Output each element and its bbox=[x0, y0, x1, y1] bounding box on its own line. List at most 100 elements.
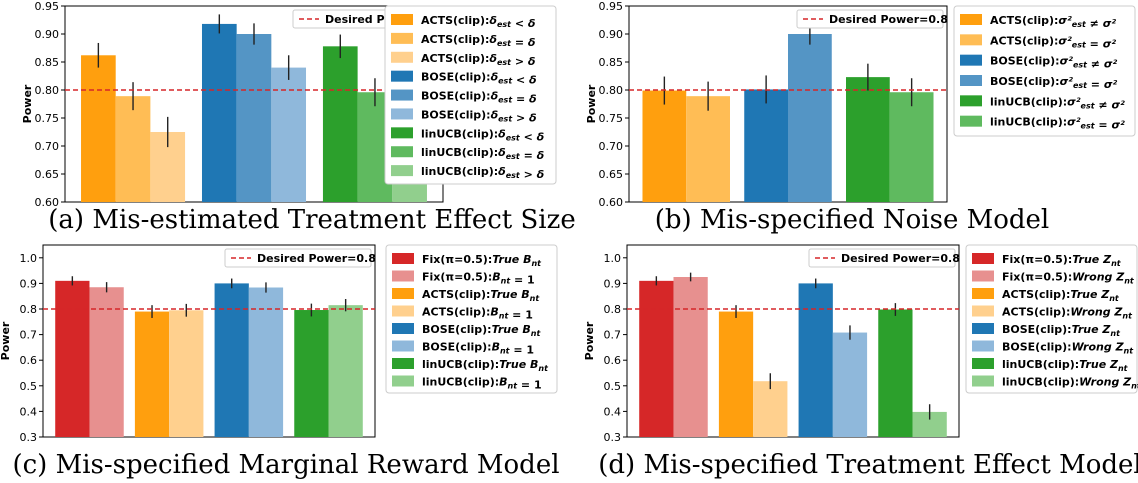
legend-swatch bbox=[391, 32, 413, 44]
bar bbox=[673, 277, 708, 437]
bar bbox=[214, 283, 249, 437]
y-tick-label: 0.90 bbox=[35, 28, 60, 41]
y-tick-label: 0.6 bbox=[604, 354, 622, 367]
legend-swatch bbox=[392, 340, 414, 352]
y-tick-label: 0.6 bbox=[20, 354, 38, 367]
y-tick-label: 0.70 bbox=[35, 140, 60, 153]
y-tick-label: 0.5 bbox=[604, 380, 622, 393]
legend-swatch bbox=[391, 70, 413, 82]
y-tick-label: 0.85 bbox=[599, 56, 624, 69]
panel-caption: (b) Mis-specified Noise Model bbox=[655, 205, 1049, 235]
bar bbox=[642, 90, 687, 202]
reference-legend-label: Desired Power=0.8 bbox=[841, 252, 960, 265]
legend-item-label: BOSE(clip):δest < δ bbox=[421, 71, 537, 87]
legend-swatch bbox=[391, 51, 413, 63]
legend-item-label: BOSE(clip):True Bnt bbox=[422, 323, 541, 338]
legend-swatch bbox=[972, 270, 994, 282]
y-tick-label: 0.85 bbox=[35, 56, 60, 69]
legend-swatch bbox=[972, 323, 994, 334]
legend-item-label: linUCB(clip):σ²est = σ² bbox=[990, 116, 1125, 132]
legend-item-label: Fix(π=0.5):True Znt bbox=[1002, 253, 1122, 268]
bar bbox=[201, 23, 237, 203]
y-tick-label: 0.80 bbox=[35, 84, 60, 97]
chart-panel-3: 0.3 0.4 0.5 0.6 0.7 0.8 0.9 1.0 Power Desired Pow… bbox=[583, 244, 1138, 480]
series-legend-box bbox=[385, 244, 558, 394]
y-tick-label: 0.5 bbox=[20, 380, 38, 393]
y-tick-label: 0.8 bbox=[604, 303, 622, 316]
legend-swatch bbox=[392, 305, 414, 317]
legend-swatch bbox=[960, 115, 982, 127]
bar bbox=[55, 280, 90, 437]
bar bbox=[328, 305, 363, 437]
legend-swatch bbox=[392, 375, 414, 387]
y-tick-label: 0.65 bbox=[35, 168, 60, 181]
bar bbox=[236, 34, 272, 202]
legend-item-label: linUCB(clip):Bnt = 1 bbox=[422, 376, 542, 392]
y-axis-label: Power bbox=[0, 321, 12, 360]
y-tick-label: 0.90 bbox=[599, 28, 624, 41]
legend-item-label: ACTS(clip):δest = δ bbox=[421, 33, 535, 49]
legend-item-label: ACTS(clip):δest > δ bbox=[421, 52, 535, 68]
legend-swatch bbox=[391, 89, 413, 101]
y-tick-label: 0.60 bbox=[599, 196, 624, 209]
bar bbox=[718, 311, 754, 437]
chart-panel-2: 0.3 0.4 0.5 0.6 0.7 0.8 0.9 1.0 Power Desired Pow… bbox=[0, 244, 560, 480]
legend-item-label: ACTS(clip):Wrong Znt bbox=[1002, 306, 1133, 321]
reference-legend-box bbox=[808, 248, 956, 268]
y-tick-label: 1.0 bbox=[20, 252, 38, 265]
y-tick-label: 0.9 bbox=[604, 277, 622, 290]
y-tick-label: 0.95 bbox=[599, 0, 624, 13]
bar bbox=[322, 46, 358, 202]
y-axis-label: Power bbox=[583, 321, 596, 360]
legend-item-label: ACTS(clip):σ²est ≠ σ² bbox=[990, 14, 1116, 30]
chart-panel-0: 0.600.650.700.750.800.850.900.95PowerDes… bbox=[21, 0, 576, 235]
panel-caption: (a) Mis-estimated Treatment Effect Size bbox=[48, 205, 575, 235]
legend-swatch bbox=[960, 34, 982, 46]
bar bbox=[846, 77, 890, 202]
legend-item-label: BOSE(clip):Bnt = 1 bbox=[422, 341, 534, 357]
legend-item-label: Fix(π=0.5):Bnt = 1 bbox=[422, 271, 535, 287]
legend-swatch bbox=[391, 165, 413, 177]
legend-item-label: linUCB(clip):σ²est ≠ σ² bbox=[990, 95, 1125, 111]
bar bbox=[788, 34, 832, 202]
legend-item-label: Fix(π=0.5):Wrong Znt bbox=[1002, 271, 1135, 286]
y-tick-label: 0.9 bbox=[20, 277, 38, 290]
legend-swatch bbox=[392, 358, 414, 369]
y-tick-label: 0.70 bbox=[599, 140, 624, 153]
legend-item-label: linUCB(clip):Wrong Znt bbox=[1002, 376, 1138, 391]
y-axis-label: Power bbox=[21, 84, 34, 123]
legend-item-label: ACTS(clip):True Bnt bbox=[422, 288, 540, 303]
legend-swatch bbox=[392, 323, 414, 334]
reference-legend-box bbox=[224, 248, 372, 268]
bar bbox=[89, 287, 124, 437]
bar bbox=[889, 92, 934, 202]
y-axis-label: Power bbox=[585, 84, 598, 123]
legend-swatch bbox=[391, 108, 413, 120]
legend-swatch bbox=[392, 288, 414, 299]
y-tick-label: 0.95 bbox=[35, 0, 60, 13]
legend-item-label: Fix(π=0.5):True Bnt bbox=[422, 253, 542, 268]
y-tick-label: 0.60 bbox=[35, 196, 60, 209]
plot-frame bbox=[42, 244, 376, 438]
legend-swatch bbox=[960, 14, 982, 25]
panel-caption: (d) Mis-specified Treatment Effect Model bbox=[598, 450, 1138, 479]
reference-legend-label: Desired Power=0.8 bbox=[257, 252, 376, 265]
legend-item-label: linUCB(clip):True Znt bbox=[1002, 358, 1129, 373]
bar bbox=[271, 67, 307, 202]
y-tick-label: 0.80 bbox=[599, 84, 624, 97]
legend-swatch bbox=[391, 14, 413, 25]
bar bbox=[248, 287, 284, 437]
legend-item-label: BOSE(clip):True Znt bbox=[1002, 323, 1121, 338]
y-tick-label: 0.3 bbox=[20, 431, 38, 444]
legend-swatch bbox=[392, 253, 414, 264]
y-tick-label: 0.65 bbox=[599, 168, 624, 181]
legend-item-label: ACTS(clip):Bnt = 1 bbox=[422, 306, 533, 322]
bar bbox=[878, 309, 913, 437]
panel-caption: (c) Mis-specified Marginal Reward Model bbox=[12, 450, 559, 479]
legend-swatch bbox=[391, 146, 413, 158]
plot-frame bbox=[626, 244, 960, 438]
bar bbox=[753, 381, 788, 437]
legend-item-label: ACTS(clip):True Znt bbox=[1002, 288, 1120, 303]
reference-legend-label: Desired Power=0.8 bbox=[829, 13, 948, 26]
